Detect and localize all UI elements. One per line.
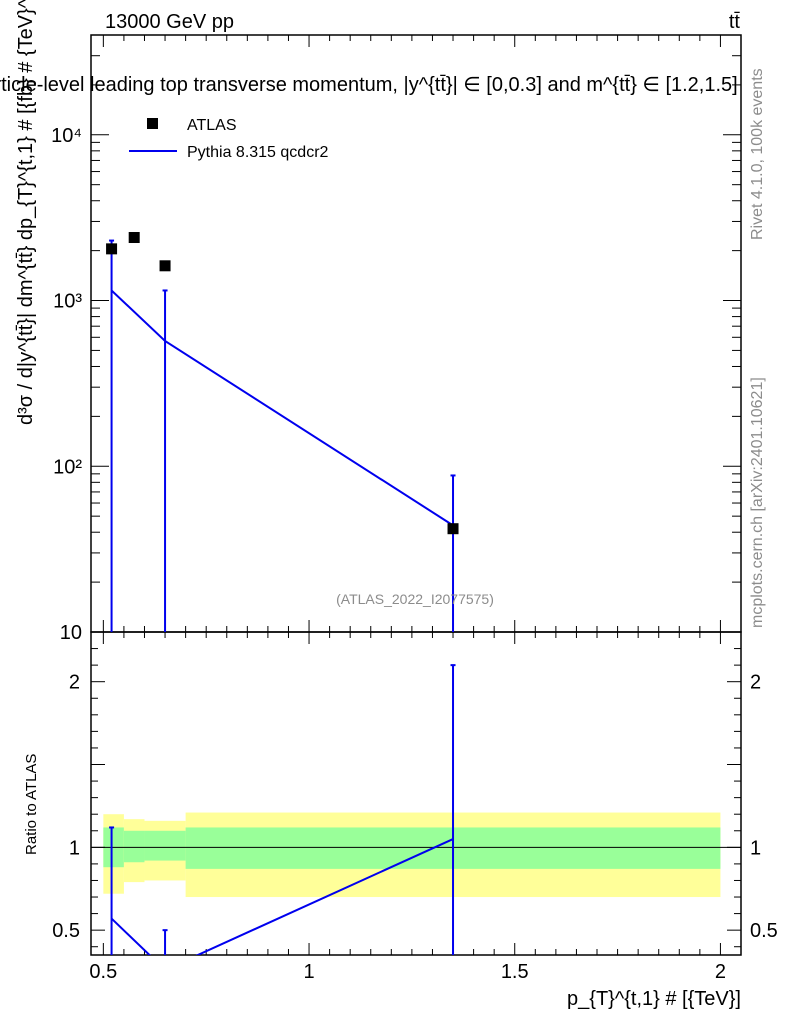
- ratio-y-tick-label-right: 2: [750, 672, 761, 694]
- ratio-y-tick-label-right: 0.5: [750, 920, 778, 942]
- ratio-y-axis-title: Ratio to ATLAS: [23, 754, 40, 855]
- atlas-data-point: [106, 243, 118, 255]
- ratio-uncertainty-bands: [103, 812, 721, 898]
- x-tick-label: 0.5: [89, 961, 117, 983]
- pythia-line: [110, 289, 454, 527]
- tick-labels: 0.5 1 1.5 2 10 10² 10³ 10⁴ 0.5 0.5 1 1 2 2: [51, 125, 778, 983]
- process-label: tt̄: [729, 11, 741, 33]
- legend-atlas-marker: [147, 118, 158, 129]
- ratio-y-tick-label: 1: [69, 837, 80, 859]
- x-tick-label: 2: [715, 961, 726, 983]
- stat-uncertainty-band: [144, 830, 186, 861]
- atlas-data-point: [159, 260, 171, 272]
- legend-pythia-label: Pythia 8.315 qcdcr2: [187, 144, 329, 161]
- main-y-tick-label: 10³: [53, 291, 82, 313]
- main-y-tick-label: 10⁴: [51, 125, 82, 147]
- plot-title: Particle-level leading top transverse mo…: [0, 74, 738, 96]
- ratio-plot-frame: [90, 631, 742, 956]
- rivet-label: Rivet 4.1.0, 100k events: [749, 68, 766, 240]
- main-y-axis-title: d³σ / d|y^{tt̄}| dm^{tt̄} dp_{T}^{t,1} #…: [15, 0, 37, 425]
- main-y-tick-label: 10²: [53, 456, 82, 478]
- legend: ATLAS Pythia 8.315 qcdcr2: [129, 117, 329, 161]
- analysis-id: (ATLAS_2022_I2077575): [336, 591, 494, 607]
- ratio-y-tick-label: 0.5: [52, 920, 80, 942]
- axis-ticks: [91, 34, 741, 955]
- x-tick-label: 1.5: [501, 961, 529, 983]
- stat-uncertainty-band: [123, 830, 145, 863]
- main-y-tick-label: 10: [60, 622, 82, 644]
- legend-atlas-label: ATLAS: [187, 117, 237, 134]
- energy-label: 13000 GeV pp: [105, 11, 234, 33]
- atlas-data-point: [447, 523, 459, 535]
- ratio-data-layer: [109, 664, 456, 955]
- ratio-pythia-line: [110, 838, 454, 955]
- x-tick-label: 1: [303, 961, 314, 983]
- atlas-data-point: [128, 232, 140, 244]
- main-data-layer: [106, 232, 459, 632]
- mcplots-label: mcplots.cern.ch [arXiv:2401.10621]: [749, 377, 766, 628]
- ratio-y-tick-label-right: 1: [750, 837, 761, 859]
- x-axis-title: p_{T}^{t,1} # [{TeV}]: [567, 988, 741, 1010]
- ratio-y-tick-label: 2: [69, 672, 80, 694]
